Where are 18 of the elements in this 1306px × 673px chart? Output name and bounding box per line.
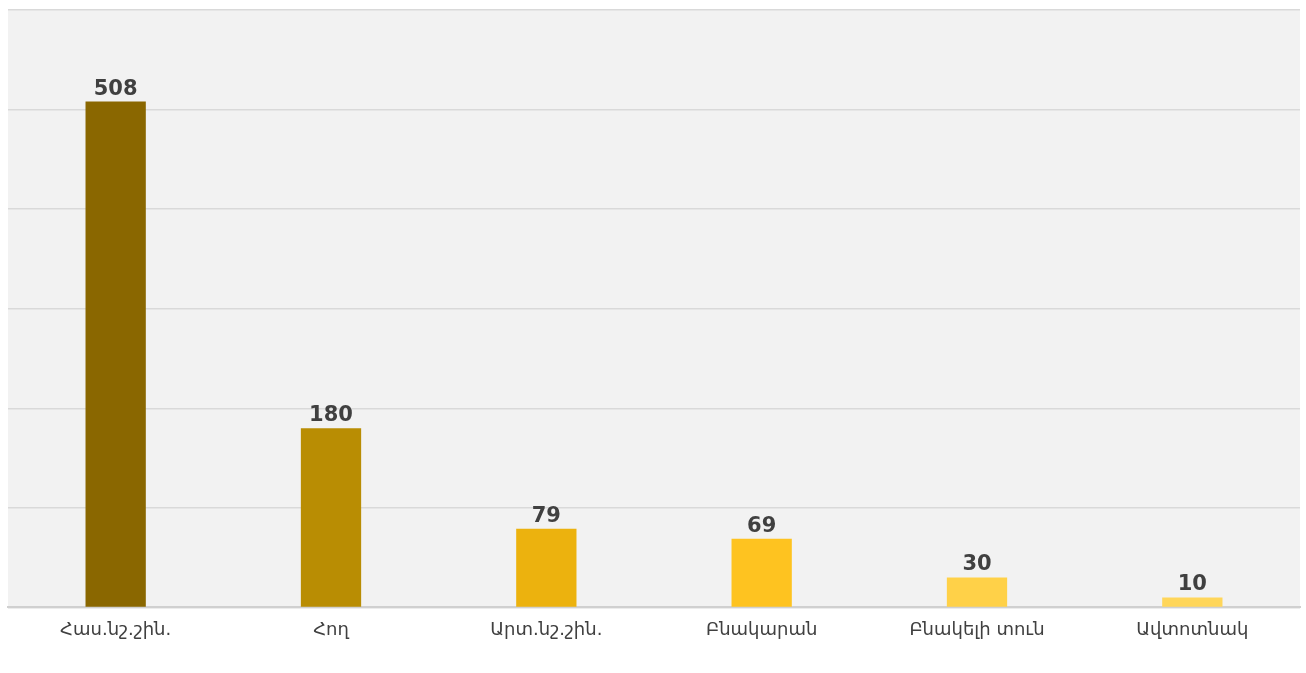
- data-label: 10: [1177, 571, 1207, 596]
- bar: [946, 577, 1008, 607]
- bar: [731, 538, 792, 607]
- data-label: 30: [962, 551, 992, 576]
- data-label: 79: [531, 502, 561, 527]
- x-tick-label: Հող: [313, 617, 350, 639]
- x-tick-label: Ավտոտնակ: [1136, 617, 1249, 639]
- x-tick-label: Բնակարան: [705, 617, 818, 639]
- data-label: 69: [747, 512, 777, 537]
- x-tick-label: Բնակելի տուն: [909, 617, 1045, 639]
- x-tick-label: Հաս.նշ.շին.: [60, 617, 172, 639]
- bar: [1162, 597, 1223, 607]
- x-tick-label: Արտ.նշ.շին.: [490, 617, 603, 639]
- bar: [300, 428, 362, 607]
- bar: [85, 101, 146, 607]
- data-label: 180: [309, 402, 353, 427]
- bar: [516, 528, 577, 607]
- data-label: 508: [93, 75, 138, 100]
